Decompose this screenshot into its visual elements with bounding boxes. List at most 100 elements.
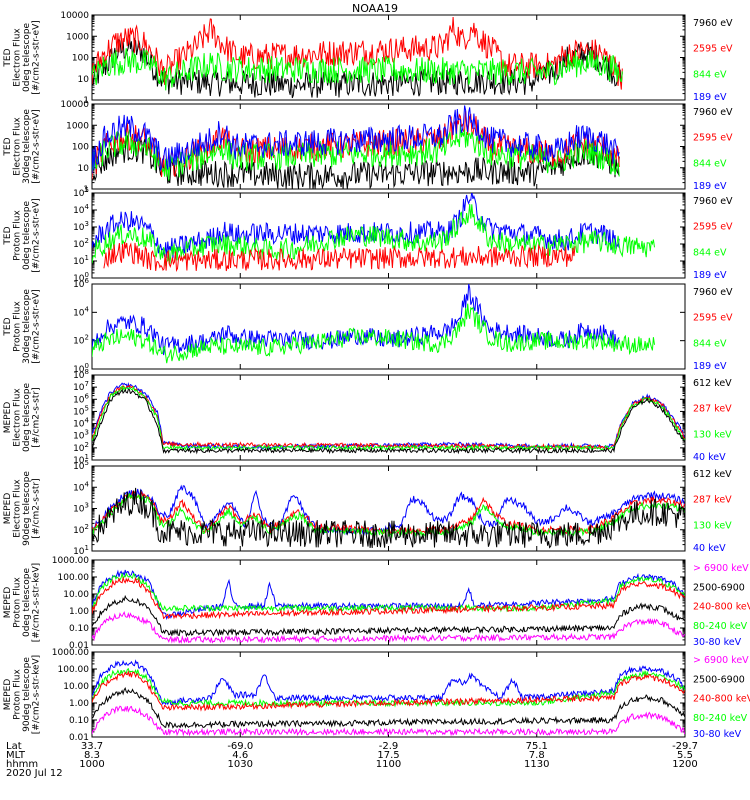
panel-2-legend-blue: 189 eV (693, 181, 727, 192)
panel-5-ytick-label: 108 (73, 368, 89, 381)
panel-6-ylabel-line: Electron Flux (13, 479, 23, 538)
panel-4-ytick-label: 104 (73, 305, 89, 318)
xaxis-row-label: hhmm (6, 759, 38, 770)
panel-1-ytick-label: 10 (78, 75, 90, 85)
xaxis-tick-lat: -69.0 (227, 741, 253, 752)
panel-7-series--6900-kev (92, 610, 685, 644)
xaxis-tick-lat: -2.9 (379, 741, 399, 752)
panel-7-ytick-label: 1.00 (69, 607, 89, 617)
panel-4-legend-red: 2595 eV (693, 313, 733, 324)
panel-7-legend-blue: 30-80 keV (693, 637, 742, 648)
panel-4-legend-blue: 189 eV (693, 361, 727, 372)
panel-7-series-240-800-kev (92, 576, 685, 620)
panel-2-ytick-label: 100 (72, 143, 89, 153)
panel-4-legend-black: 7960 eV (693, 287, 733, 298)
panel-7-legend-green: 80-240 keV (693, 621, 748, 632)
xaxis-tick-mlt: 8.3 (84, 750, 100, 761)
panel-2-ytick-label: 10 (78, 164, 90, 174)
panel-6-legend-red: 287 keV (693, 495, 732, 506)
panel-5-series-130-kev (92, 385, 685, 452)
panel-3-ytick-label: 103 (73, 220, 89, 233)
panel-1-legend-red: 2595 eV (693, 44, 733, 55)
panel-8-ylabel: MEPED Proton Flux 90deg telescope [#/cm2-s-… (3, 655, 42, 734)
panel-1-legend-green: 844 eV (693, 69, 727, 80)
panel-5-series-287-kev (92, 384, 685, 450)
panel-5-ytick-label: 104 (73, 417, 89, 430)
panel-1-ylabel-line: Electron Flux (13, 28, 23, 87)
panel-5-series-40-kev (92, 382, 685, 450)
panel-3-ylabel-line: Proton Flux (13, 210, 23, 261)
panel-1-ylabel-line: 0deg telescope (22, 23, 32, 93)
panel-2-legend-black: 7960 eV (693, 107, 733, 118)
panel-4-ytick-label: 100 (73, 362, 89, 375)
panel-4-ylabel-line: TED (3, 317, 13, 336)
panel-7-ytick-label: 0.10 (69, 624, 89, 634)
panel-5-ylabel-line: MEPED (3, 402, 13, 434)
panel-2-ylabel-line: 30deg telescope (22, 109, 32, 184)
panel-8-series--6900-kev (92, 705, 685, 737)
panel-7-ytick-label: 0.01 (69, 641, 89, 651)
panel-5-ylabel-line: [#/cm2-s-str] (32, 387, 42, 447)
panel-2-series-189-ev (92, 105, 620, 174)
chart-title: NOAA19 (351, 2, 399, 15)
panel-3-ytick-label: 101 (73, 254, 89, 267)
panel-4-ylabel-line: Proton Flux (13, 301, 23, 352)
panel-6-frame (91, 465, 686, 552)
panel-8-ytick-label: 10.00 (63, 682, 89, 692)
panel-3-series-2595-ev (103, 241, 576, 272)
panel-8-legend-magenta: > 6900 keV (693, 655, 749, 666)
panel-7-series-2500-6900 (92, 594, 685, 638)
panel-3-ytick-label: 100 (73, 271, 89, 284)
panel-6-ylabel: MEPED Electron Flux 90deg telescope [#/cm2-… (3, 471, 42, 546)
xaxis-row-label: Lat (6, 741, 22, 752)
panel-5-ylabel-line: 0deg telescope (22, 383, 32, 453)
panel-6-ytick-label: 102 (73, 523, 89, 536)
xaxis-tick-hhmm: 1000 (79, 759, 104, 770)
panel-8-legend-black: 2500-6900 (693, 674, 745, 685)
panel-8-ytick-label: 0.10 (69, 716, 89, 726)
panel-1-series-2595-ev (92, 16, 623, 90)
panel-3-legend-green: 844 eV (693, 247, 727, 258)
panel-4-legend-green: 844 eV (693, 338, 727, 349)
panel-1-series-7960-ev (92, 34, 623, 99)
panel-6-ylabel-line: [#/cm2-s-str] (32, 478, 42, 538)
panel-7-series-30-80-kev (92, 569, 685, 620)
panel-8-ytick-label: 1000.00 (52, 648, 89, 658)
panel-6-legend-green: 130 keV (693, 520, 732, 531)
panel-7-ylabel: MEPED Proton Flux 0deg telescope [#/cm2-s-s… (3, 563, 42, 642)
panel-2-series-7960-ev (92, 134, 620, 189)
panel-3-ytick-label: 102 (73, 237, 89, 250)
panel-5-ytick-label: 101 (73, 453, 89, 466)
panel-2-ytick-label: 1 (83, 185, 89, 195)
panel-1-ytick-label: 1000 (66, 32, 89, 42)
panel-1-ylabel-line: [#/cm2-s-str-eV] (32, 20, 42, 95)
panel-5-legend-blue: 40 keV (693, 452, 726, 463)
panel-8-legend-red: 240-800 keV (693, 694, 750, 705)
xaxis-tick-hhmm: 1030 (228, 759, 253, 770)
xaxis-tick-lat: -29.7 (672, 741, 698, 752)
panel-6-ytick-label: 101 (73, 544, 89, 557)
xaxis-row-label: MLT (6, 750, 26, 761)
panel-3-legend-blue: 189 eV (693, 270, 727, 281)
panel-4-ytick-label: 102 (73, 334, 89, 347)
panel-5-ytick-label: 105 (73, 404, 89, 417)
panel-4-series-844-ev (92, 303, 655, 364)
panel-5-ytick-label: 102 (73, 441, 89, 454)
panel-6-ytick-label: 105 (73, 459, 89, 472)
panel-1-legend-blue: 189 eV (693, 92, 727, 103)
panel-6-ylabel-line: MEPED (3, 493, 13, 525)
xaxis-tick-mlt: 5.5 (677, 750, 693, 761)
panel-1-ylabel: TED Electron Flux 0deg telescope [#/cm2-s-s… (3, 20, 42, 95)
xaxis-tick-mlt: 7.8 (529, 750, 545, 761)
panel-4-ylabel-line: [#/cm2-s-str-eV] (32, 289, 42, 364)
panel-1-ytick-label: 10000 (60, 11, 89, 21)
panel-3-series-844-ev (92, 203, 655, 267)
xaxis-tick-hhmm: 1130 (524, 759, 549, 770)
panel-2-legend-green: 844 eV (693, 158, 727, 169)
panel-3-ytick-label: 105 (73, 186, 89, 199)
xaxis-tick-lat: 75.1 (526, 741, 548, 752)
panel-3-ylabel: TED Proton Flux 0deg telescope [#/cm2-s-str… (3, 198, 42, 273)
panel-7-series-80-240-kev (92, 572, 685, 613)
panel-5-legend-green: 130 keV (693, 429, 732, 440)
